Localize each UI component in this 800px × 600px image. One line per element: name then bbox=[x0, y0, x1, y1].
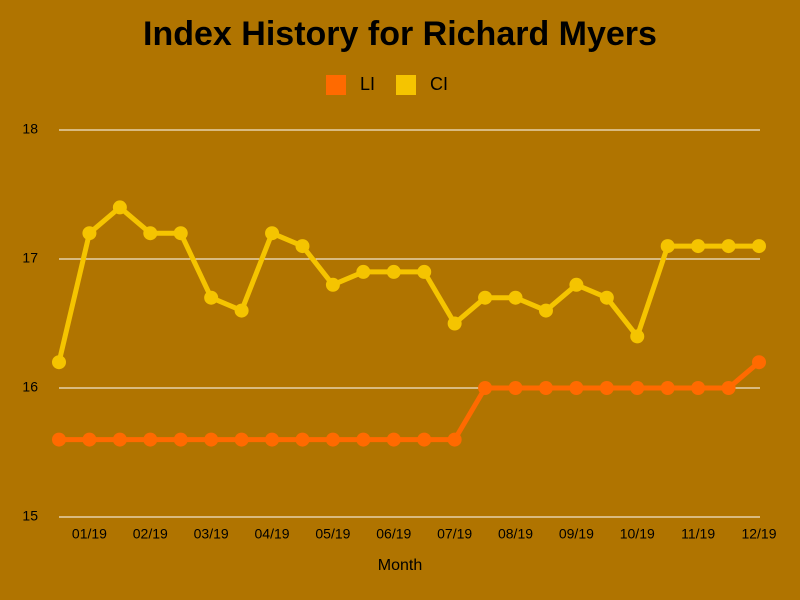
point bbox=[630, 381, 645, 395]
point bbox=[112, 200, 127, 215]
y-tick-label: 18 bbox=[22, 121, 38, 137]
point bbox=[691, 239, 706, 254]
point bbox=[508, 381, 523, 395]
point bbox=[599, 381, 614, 395]
point bbox=[386, 264, 401, 279]
point bbox=[478, 381, 493, 395]
legend-swatch bbox=[396, 75, 416, 95]
y-tick-label: 15 bbox=[22, 508, 38, 524]
x-tick-label: 07/19 bbox=[437, 526, 472, 542]
point bbox=[52, 432, 66, 447]
point bbox=[630, 329, 645, 344]
point bbox=[325, 432, 340, 447]
point bbox=[752, 355, 766, 370]
x-tick-label: 02/19 bbox=[133, 526, 168, 542]
x-tick-label: 08/19 bbox=[498, 526, 533, 542]
x-tick-label: 05/19 bbox=[315, 526, 350, 542]
point bbox=[660, 239, 675, 254]
x-tick-label: 01/19 bbox=[72, 526, 107, 542]
point bbox=[325, 277, 340, 292]
point bbox=[82, 432, 97, 447]
point bbox=[508, 290, 523, 305]
x-tick-label: 04/19 bbox=[255, 526, 290, 542]
point bbox=[234, 303, 249, 318]
point bbox=[599, 290, 614, 305]
point bbox=[112, 432, 127, 447]
x-tick-label: 12/19 bbox=[741, 526, 776, 542]
point bbox=[173, 226, 188, 241]
y-tick-label: 16 bbox=[22, 379, 38, 395]
point bbox=[417, 264, 432, 279]
point bbox=[204, 290, 219, 305]
point bbox=[204, 432, 219, 447]
point bbox=[721, 381, 736, 395]
x-tick-label: 11/19 bbox=[681, 526, 715, 542]
x-tick-label: 09/19 bbox=[559, 526, 594, 542]
point bbox=[356, 432, 371, 447]
y-tick-label: 17 bbox=[22, 250, 38, 266]
x-tick-label: 03/19 bbox=[194, 526, 229, 542]
point bbox=[52, 355, 66, 370]
x-axis-label: Month bbox=[378, 557, 422, 574]
point bbox=[721, 239, 736, 254]
point bbox=[447, 432, 462, 447]
point bbox=[143, 226, 158, 241]
point bbox=[691, 381, 706, 395]
point bbox=[295, 432, 310, 447]
point bbox=[386, 432, 401, 447]
legend-swatch bbox=[326, 75, 346, 95]
point bbox=[265, 432, 280, 447]
point bbox=[478, 290, 493, 305]
point bbox=[569, 381, 584, 395]
legend-label: LI bbox=[360, 74, 375, 94]
point bbox=[356, 264, 371, 279]
point bbox=[752, 239, 766, 254]
point bbox=[265, 226, 280, 241]
point bbox=[295, 239, 310, 254]
x-tick-label: 10/19 bbox=[620, 526, 655, 542]
point bbox=[143, 432, 158, 447]
point bbox=[417, 432, 432, 447]
point bbox=[538, 381, 553, 395]
point bbox=[569, 277, 584, 292]
point bbox=[538, 303, 553, 318]
point bbox=[660, 381, 675, 395]
point bbox=[234, 432, 249, 447]
point bbox=[82, 226, 97, 241]
point bbox=[173, 432, 188, 447]
legend-label: CI bbox=[430, 74, 448, 94]
point bbox=[447, 316, 462, 331]
chart-title: Index History for Richard Myers bbox=[143, 15, 657, 53]
x-tick-label: 06/19 bbox=[376, 526, 411, 542]
